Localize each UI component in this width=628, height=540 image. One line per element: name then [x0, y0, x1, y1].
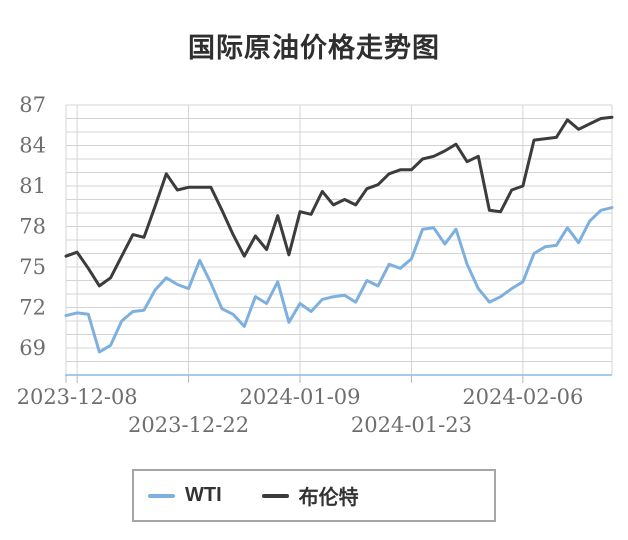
series-line-wti[interactable]: [64, 206, 614, 354]
y-axis-label: 81: [19, 174, 46, 198]
y-axis-label: 69: [19, 336, 46, 360]
legend-label-brent: 布伦特: [298, 487, 359, 509]
x-axis-label: 2024-02-06: [462, 385, 583, 409]
chart-title: 国际原油价格走势图: [188, 33, 440, 63]
x-axis-label: 2023-12-08: [17, 385, 138, 409]
y-axis-label: 78: [19, 215, 46, 239]
series-line-brent[interactable]: [64, 115, 614, 288]
legend-label-wti: WTI: [185, 484, 222, 506]
y-axis-label: 72: [19, 296, 46, 320]
legend: WTI 布伦特: [132, 469, 496, 522]
y-axis-label: 75: [19, 255, 46, 279]
y-axis-label: 87: [19, 93, 46, 117]
legend-item-brent[interactable]: 布伦特: [261, 481, 359, 510]
legend-item-wti[interactable]: WTI: [148, 484, 222, 507]
x-axis-label: 2024-01-23: [351, 413, 472, 437]
x-axis-label: 2023-12-22: [128, 413, 249, 437]
x-axis-label: 2024-01-09: [239, 385, 360, 409]
brent-line-swatch: [261, 493, 289, 498]
chart-svg[interactable]: 69 72 75 78 81 84 87 2023-12-08 2023-12-22 2024-0…: [0, 0, 628, 455]
y-axis-label: 84: [19, 134, 46, 158]
wti-line-swatch: [148, 493, 175, 498]
